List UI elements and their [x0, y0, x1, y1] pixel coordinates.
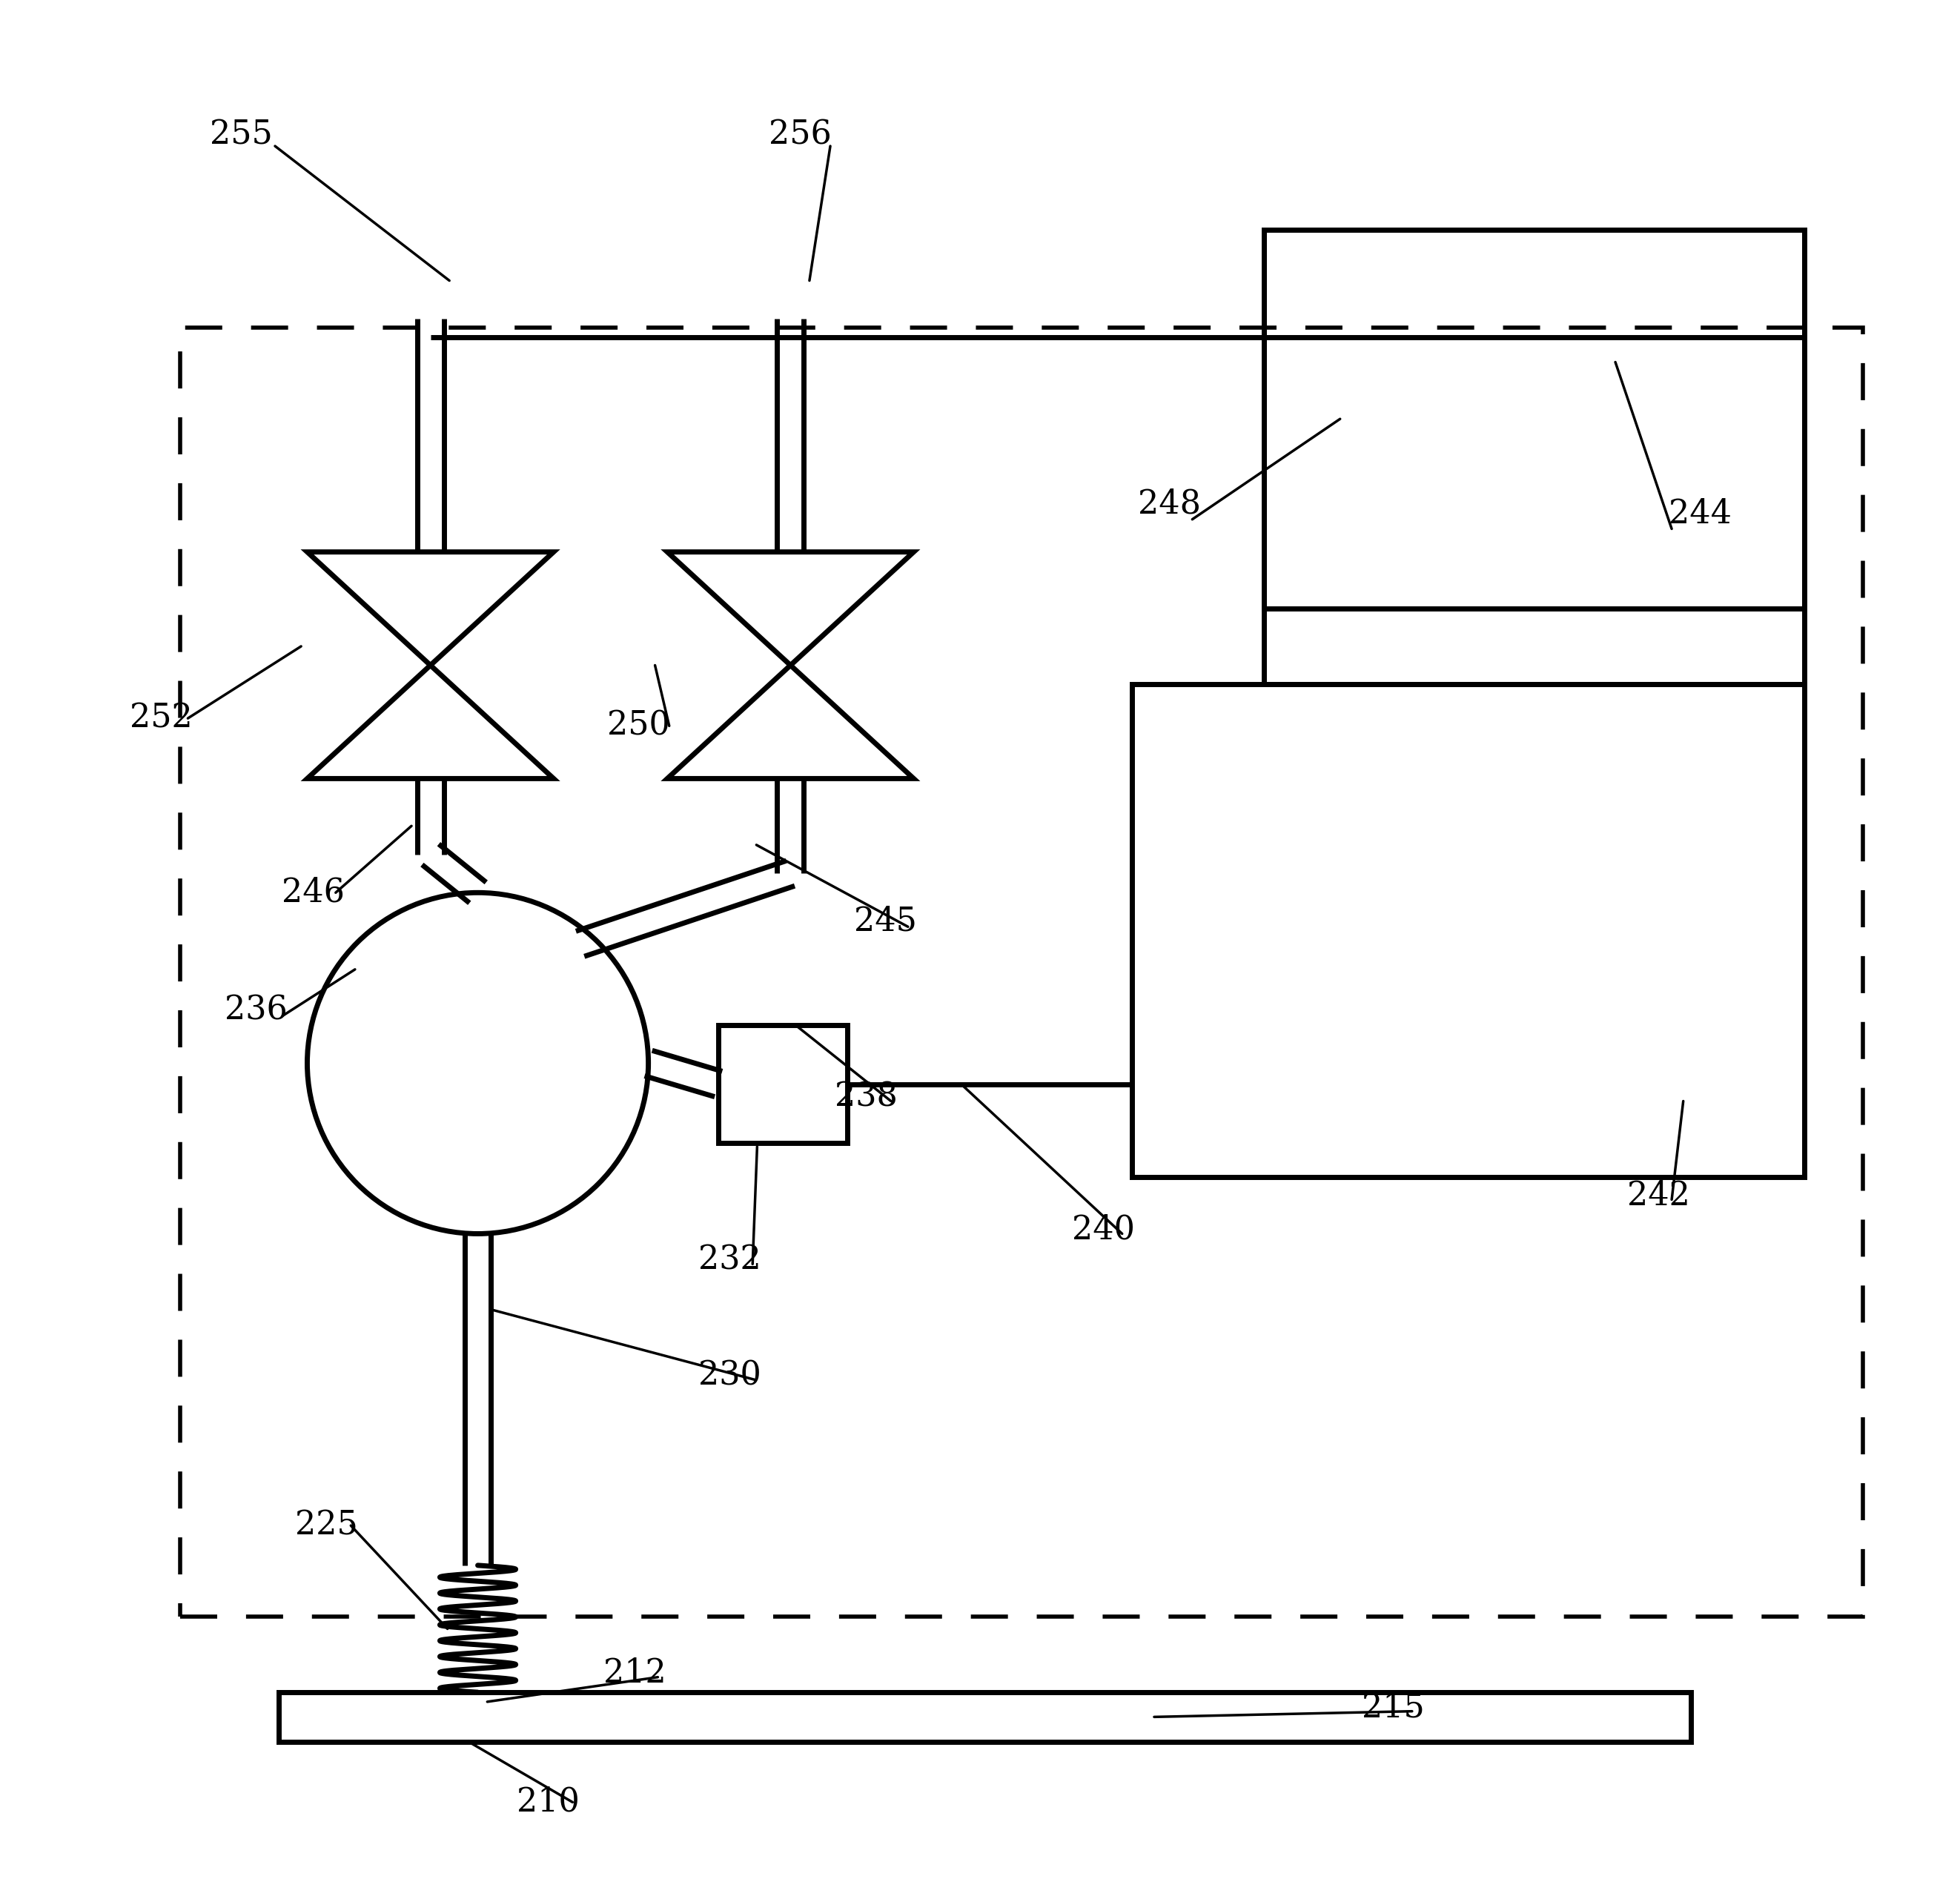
Bar [1131, 684, 1805, 1177]
Text: 240: 240 [1072, 1213, 1135, 1246]
Bar [719, 1025, 847, 1143]
Text: 245: 245 [855, 906, 917, 936]
Text: 210: 210 [515, 1787, 580, 1817]
Text: 244: 244 [1668, 498, 1731, 530]
Text: 238: 238 [835, 1081, 898, 1113]
Text: 215: 215 [1362, 1692, 1425, 1724]
Text: 212: 212 [604, 1658, 666, 1690]
Text: 252: 252 [129, 703, 192, 735]
Bar [278, 1692, 1691, 1741]
Text: 242: 242 [1627, 1179, 1690, 1212]
Text: 255: 255 [210, 120, 272, 150]
Text: 236: 236 [225, 995, 288, 1025]
Text: 230: 230 [698, 1360, 760, 1392]
Text: 250: 250 [608, 710, 670, 743]
Bar [1264, 230, 1805, 608]
Text: 248: 248 [1139, 488, 1201, 520]
Bar [180, 329, 1864, 1616]
Text: 232: 232 [698, 1244, 760, 1276]
Text: 246: 246 [282, 877, 345, 908]
Text: 256: 256 [768, 120, 831, 150]
Text: 225: 225 [294, 1510, 357, 1542]
